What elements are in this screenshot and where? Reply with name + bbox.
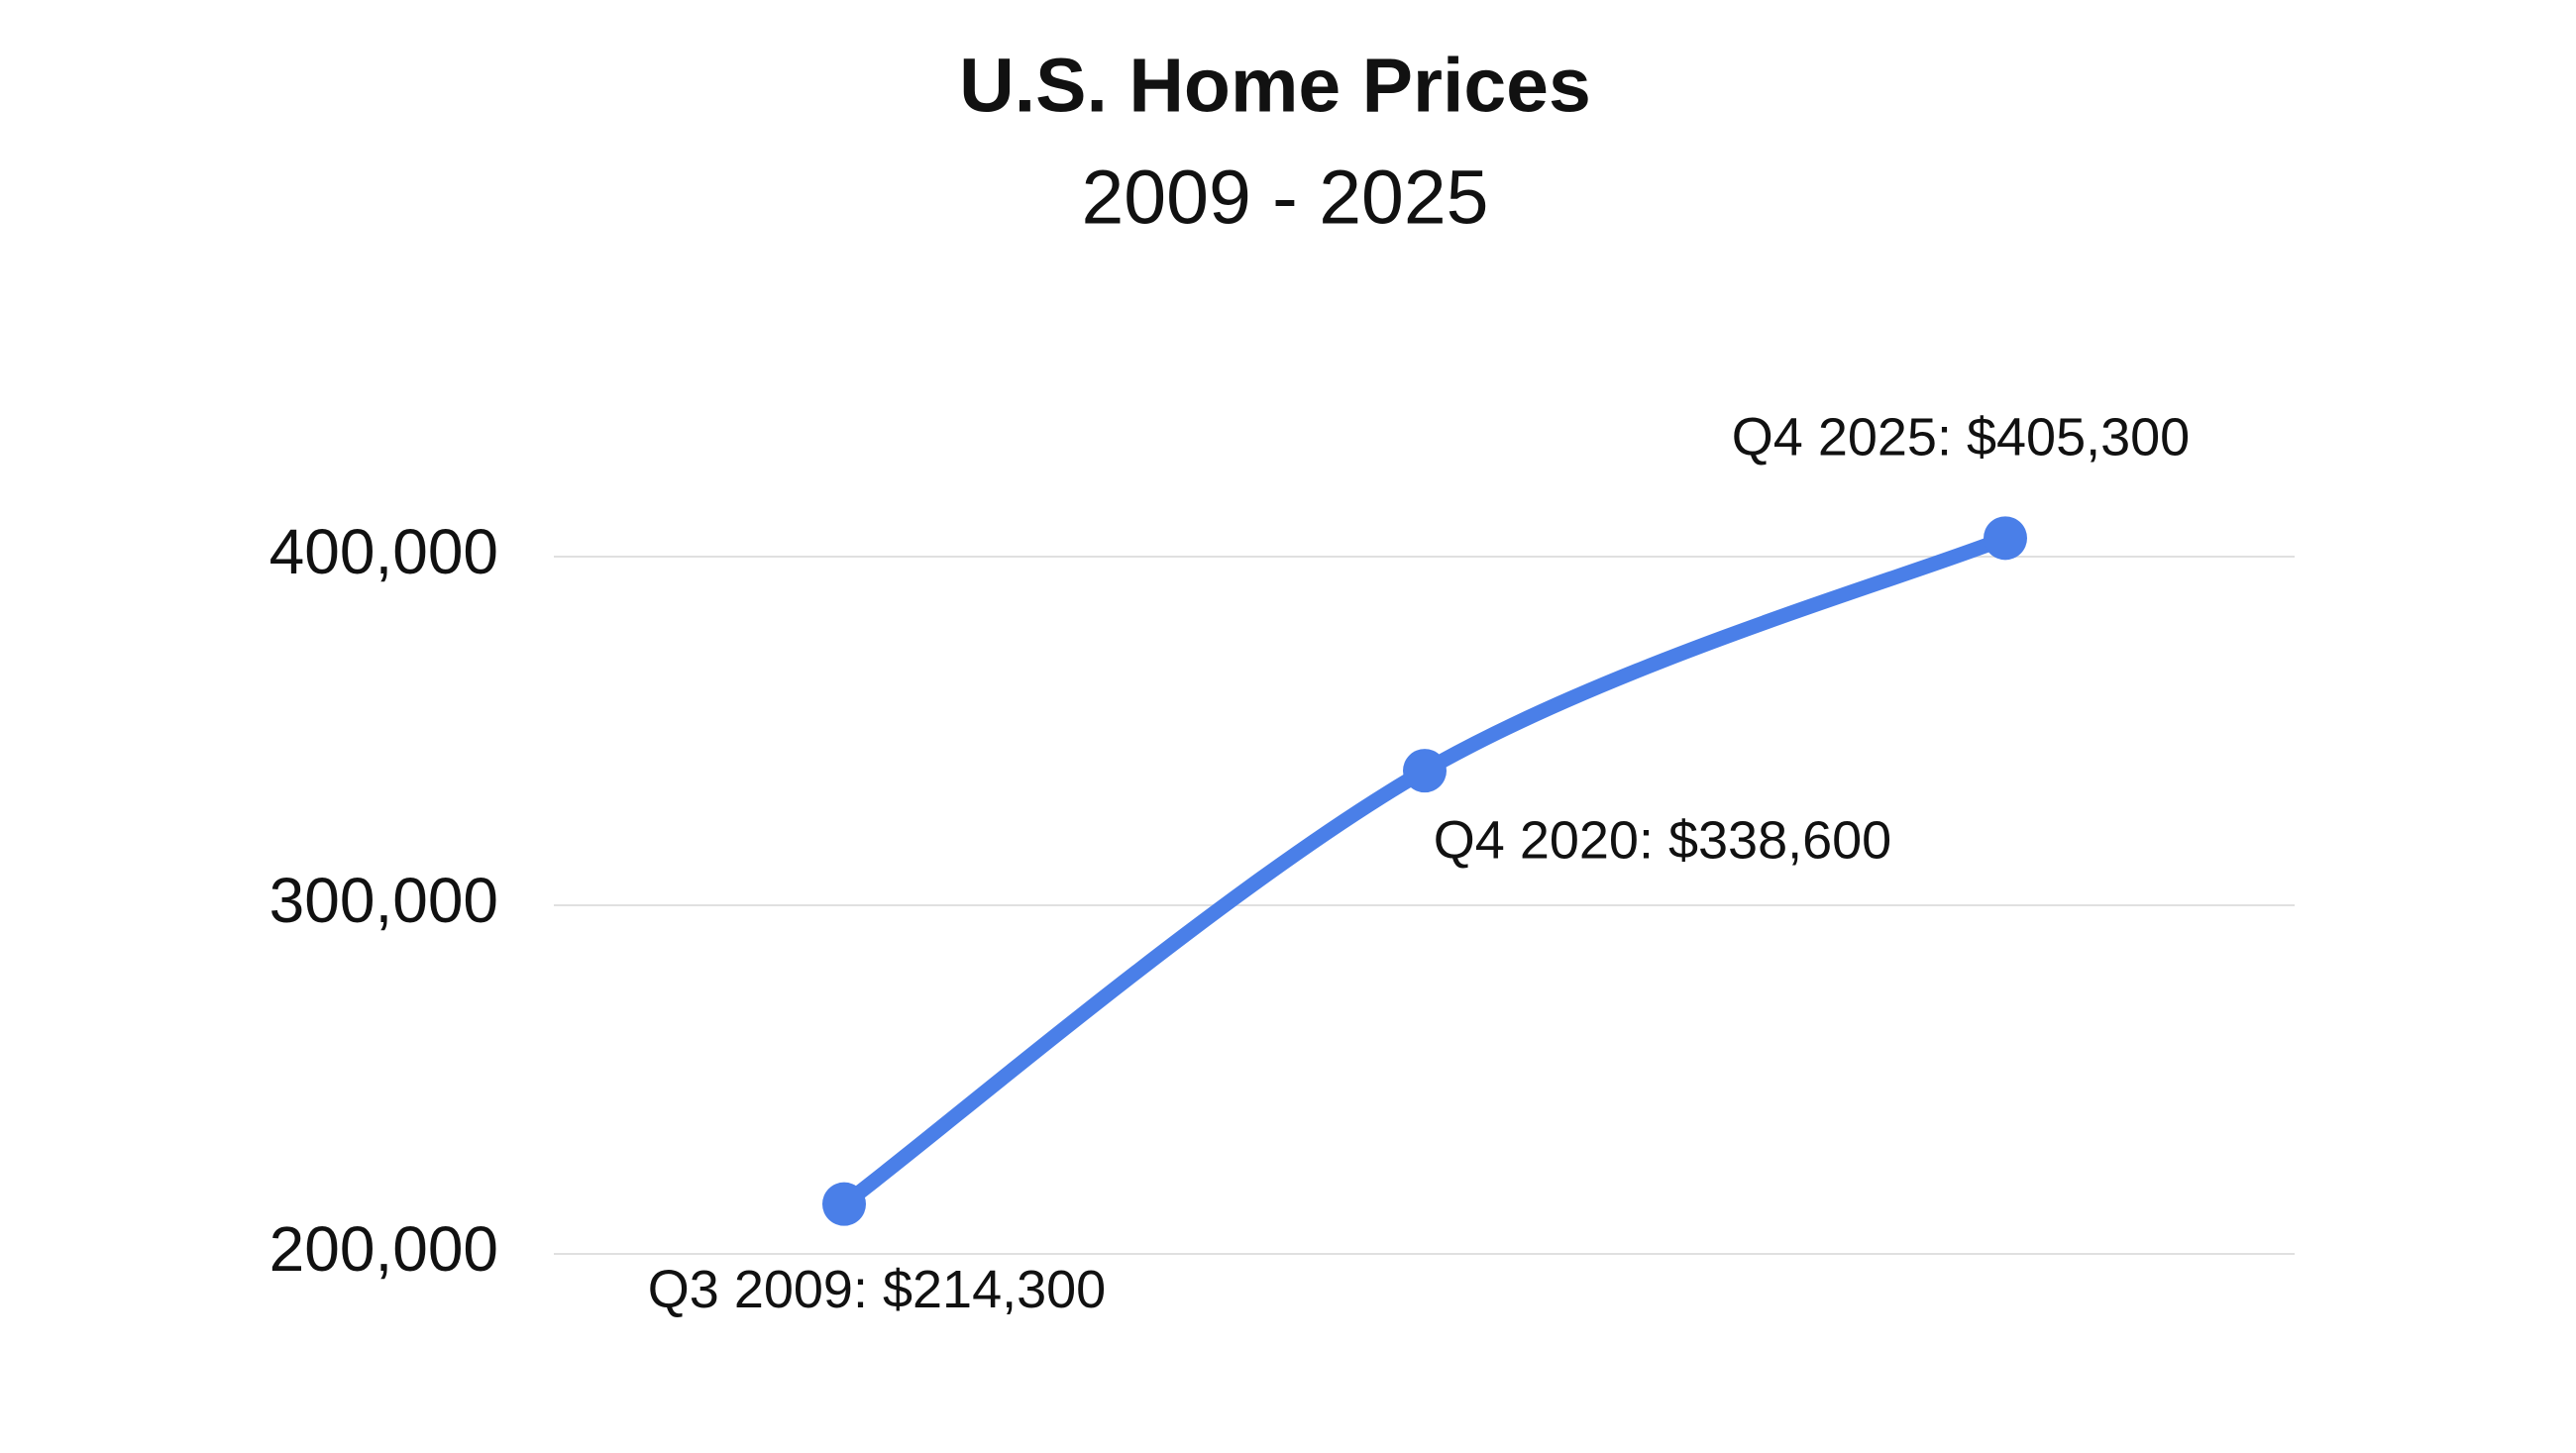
y-tick-label: 400,000 — [269, 516, 498, 587]
data-label: Q4 2020: $338,600 — [1434, 810, 1891, 870]
y-tick-label: 300,000 — [269, 865, 498, 936]
point — [1984, 516, 2027, 561]
chart-subtitle: 2009 - 2025 — [1081, 155, 1488, 240]
point — [822, 1182, 866, 1226]
data-label: Q4 2025: $405,300 — [1732, 408, 2190, 467]
point — [1403, 749, 1447, 793]
y-tick-label: 200,000 — [269, 1213, 498, 1285]
chart-title: U.S. Home Prices — [959, 43, 1591, 128]
data-label: Q3 2009: $214,300 — [648, 1260, 1106, 1319]
line — [836, 530, 2013, 1212]
